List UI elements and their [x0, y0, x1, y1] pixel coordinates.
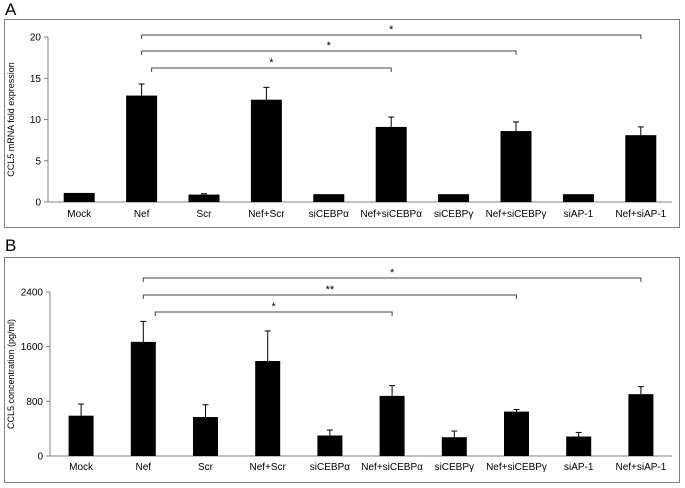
chart-a-bar: [188, 194, 220, 202]
chart-a-category-label: siCEBPα: [309, 209, 349, 220]
chart-b-significance-label: **: [326, 284, 335, 296]
chart-a-bar: [562, 194, 594, 202]
chart-b-bar: [504, 411, 529, 456]
chart-a-ylabel: CCL5 mRNA fold expression: [6, 62, 16, 177]
panel-a-frame: [4, 19, 680, 228]
panel-a: A CCL5 mRNA fold expression 0 5 10 15 20 Mock N…: [0, 0, 685, 230]
chart-a-y-tick-label: 5: [35, 156, 41, 167]
chart-a-significance-label: *: [269, 57, 274, 69]
chart-a-category-label: Nef+siCEBPγ: [486, 209, 547, 220]
chart-a-category-label: Scr: [197, 209, 213, 220]
chart-b-significance-bracket: [154, 311, 393, 316]
chart-a-bar: [500, 131, 532, 202]
chart-b-bar: [379, 395, 405, 456]
chart-a-category-label: Nef+siAP-1: [615, 209, 666, 220]
chart-b-significance-bracket: [142, 294, 517, 299]
chart-a-category-label: Mock: [67, 209, 92, 220]
chart-a-bar: [126, 95, 158, 202]
chart-b-significance-bracket: [142, 277, 642, 282]
panel-b: B CCL5 concentration (pg/ml) 0 800 1600 2400…: [0, 236, 685, 488]
chart-a-bar: [313, 194, 345, 202]
chart-a-significance-bracket: [141, 34, 642, 39]
chart-b-ylabel: CCL5 concentration (pg/ml): [6, 319, 16, 429]
chart-b-category-label: siAP-1: [564, 462, 594, 473]
chart-b-category-label: Mock: [69, 462, 94, 473]
chart-b-y-tick-label: 800: [26, 397, 43, 408]
chart-a-category-label: Nef+siCEBPα: [360, 209, 422, 220]
chart-b-bar: [68, 415, 94, 456]
chart-b-bar: [255, 361, 281, 456]
chart-a-y-tick-label: 20: [30, 33, 42, 44]
chart-b-category-label: Nef+siAP-1: [615, 462, 666, 473]
chart-a: CCL5 mRNA fold expression 0 5 10 15 20 Mock Nef…: [6, 24, 672, 220]
chart-a-bar: [625, 135, 657, 202]
chart-b-category-label: siCEBPα: [310, 462, 350, 473]
chart-b-bar: [566, 436, 592, 456]
panel-letter-b: B: [5, 236, 17, 255]
chart-b-category-label: Nef: [136, 462, 152, 473]
chart-b-category-label: siCEBPγ: [435, 462, 474, 473]
chart-b-bar: [130, 341, 156, 456]
chart-a-significance-label: *: [389, 24, 394, 36]
chart-b-y-tick-label: 1600: [21, 342, 44, 353]
chart-b-y-tick-label: 0: [37, 452, 43, 463]
chart-a-y-tick-label: 0: [35, 198, 41, 209]
chart-b-category-label: Nef+Scr: [249, 462, 286, 473]
chart-b-significance-label: *: [390, 267, 395, 279]
chart-a-bar: [438, 194, 470, 202]
chart-a-significance-bracket: [151, 67, 392, 72]
chart-a-bar: [250, 99, 282, 202]
chart-b-bar: [441, 437, 467, 456]
chart-b: CCL5 concentration (pg/ml) 0 800 1600 2400 Mo…: [6, 267, 672, 473]
chart-b-significance-label: *: [272, 301, 277, 313]
chart-a-category-label: Nef: [134, 209, 150, 220]
chart-a-bar: [63, 192, 95, 202]
chart-b-category-label: Nef+siCEBPγ: [486, 462, 547, 473]
panel-letter-a: A: [5, 0, 17, 19]
chart-b-bar: [628, 394, 654, 456]
chart-a-category-label: siAP-1: [564, 209, 594, 220]
chart-a-y-tick-label: 10: [30, 115, 42, 126]
chart-b-bar: [317, 435, 343, 456]
chart-a-category-label: siCEBPγ: [434, 209, 473, 220]
chart-b-category-label: Nef+siCEBPα: [361, 462, 423, 473]
chart-b-bar: [193, 417, 218, 456]
panel-b-frame: [4, 257, 680, 483]
chart-a-significance-bracket: [141, 50, 517, 55]
chart-a-y-tick-label: 15: [30, 74, 42, 85]
chart-b-category-label: Scr: [198, 462, 214, 473]
chart-a-bar: [375, 126, 407, 202]
chart-a-significance-label: *: [327, 40, 332, 52]
chart-b-y-tick-label: 2400: [21, 288, 44, 299]
chart-a-category-label: Nef+Scr: [248, 209, 285, 220]
